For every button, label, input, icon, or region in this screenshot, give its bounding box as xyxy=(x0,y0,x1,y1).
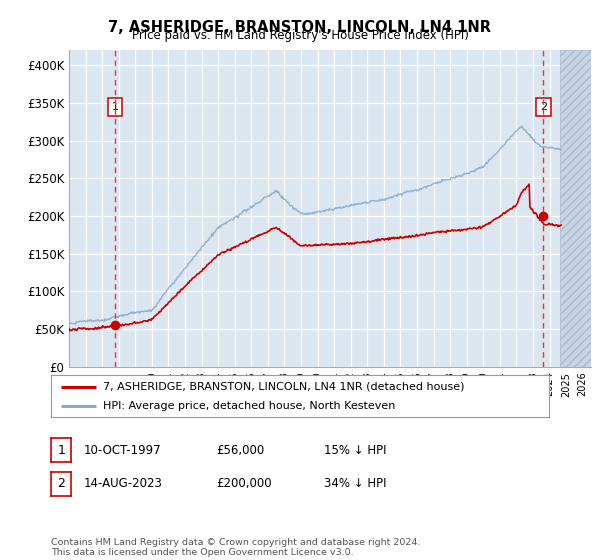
Text: 2: 2 xyxy=(57,477,65,491)
Text: HPI: Average price, detached house, North Kesteven: HPI: Average price, detached house, Nort… xyxy=(103,401,395,411)
Text: Contains HM Land Registry data © Crown copyright and database right 2024.
This d: Contains HM Land Registry data © Crown c… xyxy=(51,538,421,557)
Text: 2: 2 xyxy=(540,102,547,112)
Text: £56,000: £56,000 xyxy=(216,444,264,457)
Text: 7, ASHERIDGE, BRANSTON, LINCOLN, LN4 1NR (detached house): 7, ASHERIDGE, BRANSTON, LINCOLN, LN4 1NR… xyxy=(103,381,465,391)
Text: 1: 1 xyxy=(57,444,65,457)
Text: £200,000: £200,000 xyxy=(216,477,272,491)
Text: 10-OCT-1997: 10-OCT-1997 xyxy=(84,444,161,457)
Bar xyxy=(560,50,591,367)
Text: 34% ↓ HPI: 34% ↓ HPI xyxy=(324,477,386,491)
Text: Price paid vs. HM Land Registry's House Price Index (HPI): Price paid vs. HM Land Registry's House … xyxy=(131,29,469,42)
Text: 7, ASHERIDGE, BRANSTON, LINCOLN, LN4 1NR: 7, ASHERIDGE, BRANSTON, LINCOLN, LN4 1NR xyxy=(109,20,491,35)
Text: 1: 1 xyxy=(112,102,119,112)
Text: 15% ↓ HPI: 15% ↓ HPI xyxy=(324,444,386,457)
Text: 14-AUG-2023: 14-AUG-2023 xyxy=(84,477,163,491)
